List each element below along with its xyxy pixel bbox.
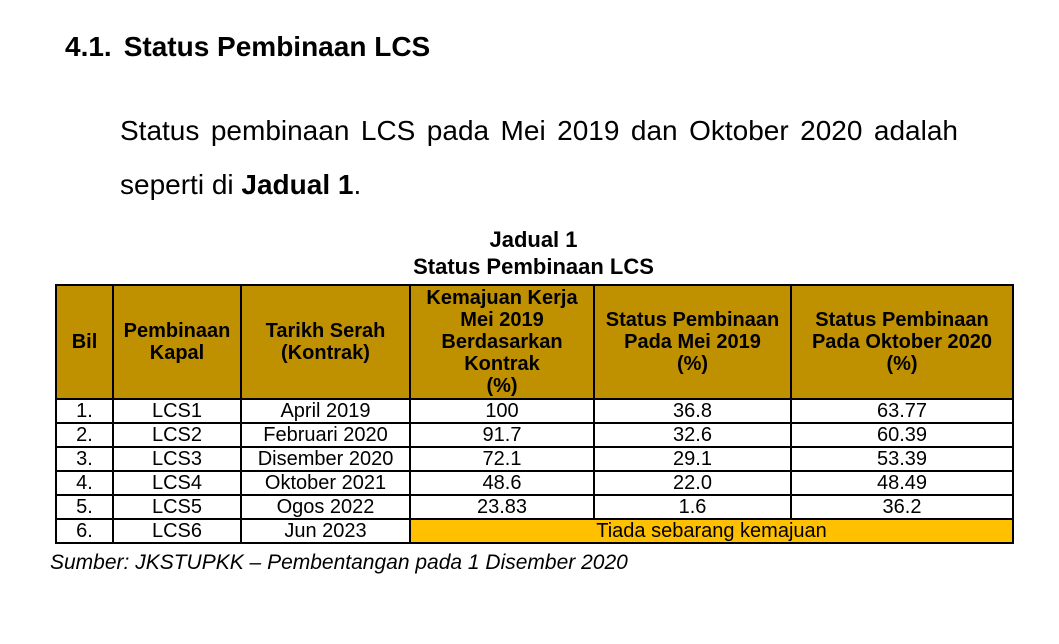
col-header-status-mei-2019: Status Pembinaan Pada Mei 2019 (%)	[593, 284, 792, 400]
cell-bil: 3.	[55, 446, 114, 472]
cell-no-progress-highlight: Tiada sebarang kemajuan	[409, 518, 1014, 544]
cell-status-okt: 60.39	[790, 422, 1014, 448]
col-header-tarikh-serah: Tarikh Serah (Kontrak)	[240, 284, 411, 400]
cell-kemajuan: 23.83	[409, 494, 595, 520]
cell-status-okt: 63.77	[790, 398, 1014, 424]
cell-status-mei: 32.6	[593, 422, 792, 448]
table-row: 5. LCS5 Ogos 2022 23.83 1.6 36.2	[55, 494, 1014, 520]
col-header-bil: Bil	[55, 284, 114, 400]
table-row-merged: 6. LCS6 Jun 2023 Tiada sebarang kemajuan	[55, 518, 1014, 544]
cell-tarikh: Ogos 2022	[240, 494, 411, 520]
col-header-pembinaan-kapal: Pembinaan Kapal	[112, 284, 242, 400]
table-caption-number: Jadual 1	[489, 227, 578, 252]
cell-tarikh: April 2019	[240, 398, 411, 424]
cell-kapal: LCS4	[112, 470, 242, 496]
cell-kapal: LCS6	[112, 518, 242, 544]
cell-bil: 5.	[55, 494, 114, 520]
cell-status-okt: 36.2	[790, 494, 1014, 520]
cell-tarikh: Jun 2023	[240, 518, 411, 544]
cell-status-mei: 36.8	[593, 398, 792, 424]
cell-tarikh: Disember 2020	[240, 446, 411, 472]
cell-kemajuan: 91.7	[409, 422, 595, 448]
cell-bil: 1.	[55, 398, 114, 424]
table-header-row: Bil Pembinaan Kapal Tarikh Serah (Kontra…	[55, 284, 1014, 400]
cell-kapal: LCS1	[112, 398, 242, 424]
cell-bil: 4.	[55, 470, 114, 496]
cell-kapal: LCS2	[112, 422, 242, 448]
section-number: 4.1.	[65, 31, 112, 62]
cell-status-mei: 22.0	[593, 470, 792, 496]
paragraph-line-2: seperti di Jadual 1.	[120, 169, 362, 200]
cell-kemajuan: 72.1	[409, 446, 595, 472]
cell-kemajuan: 100	[409, 398, 595, 424]
cell-status-mei: 29.1	[593, 446, 792, 472]
cell-status-okt: 48.49	[790, 470, 1014, 496]
cell-kapal: LCS3	[112, 446, 242, 472]
cell-kemajuan: 48.6	[409, 470, 595, 496]
cell-tarikh: Februari 2020	[240, 422, 411, 448]
cell-bil: 2.	[55, 422, 114, 448]
table-reference: Jadual 1	[241, 169, 354, 200]
table-row: 2. LCS2 Februari 2020 91.7 32.6 60.39	[55, 422, 1014, 448]
table-row: 4. LCS4 Oktober 2021 48.6 22.0 48.49	[55, 470, 1014, 496]
cell-bil: 6.	[55, 518, 114, 544]
section-title: Status Pembinaan LCS	[123, 31, 431, 62]
paragraph-line-1: Status pembinaan LCS pada Mei 2019 dan O…	[120, 115, 958, 146]
table-caption-title: Status Pembinaan LCS	[413, 254, 654, 279]
cell-kapal: LCS5	[112, 494, 242, 520]
body-paragraph: Status pembinaan LCS pada Mei 2019 dan O…	[120, 104, 958, 212]
table-row: 3. LCS3 Disember 2020 72.1 29.1 53.39	[55, 446, 1014, 472]
lcs-status-table: Bil Pembinaan Kapal Tarikh Serah (Kontra…	[55, 284, 1014, 544]
col-header-kemajuan-kerja: Kemajuan Kerja Mei 2019 Berdasarkan Kont…	[409, 284, 595, 400]
table-caption: Jadual 1 Status Pembinaan LCS	[55, 226, 1012, 280]
col-header-status-oktober-2020: Status Pembinaan Pada Oktober 2020 (%)	[790, 284, 1014, 400]
cell-status-mei: 1.6	[593, 494, 792, 520]
section-heading: 4.1. Status Pembinaan LCS	[65, 31, 430, 63]
table-row: 1. LCS1 April 2019 100 36.8 63.77	[55, 398, 1014, 424]
source-note: Sumber: JKSTUPKK – Pembentangan pada 1 D…	[50, 551, 628, 574]
cell-tarikh: Oktober 2021	[240, 470, 411, 496]
cell-status-okt: 53.39	[790, 446, 1014, 472]
